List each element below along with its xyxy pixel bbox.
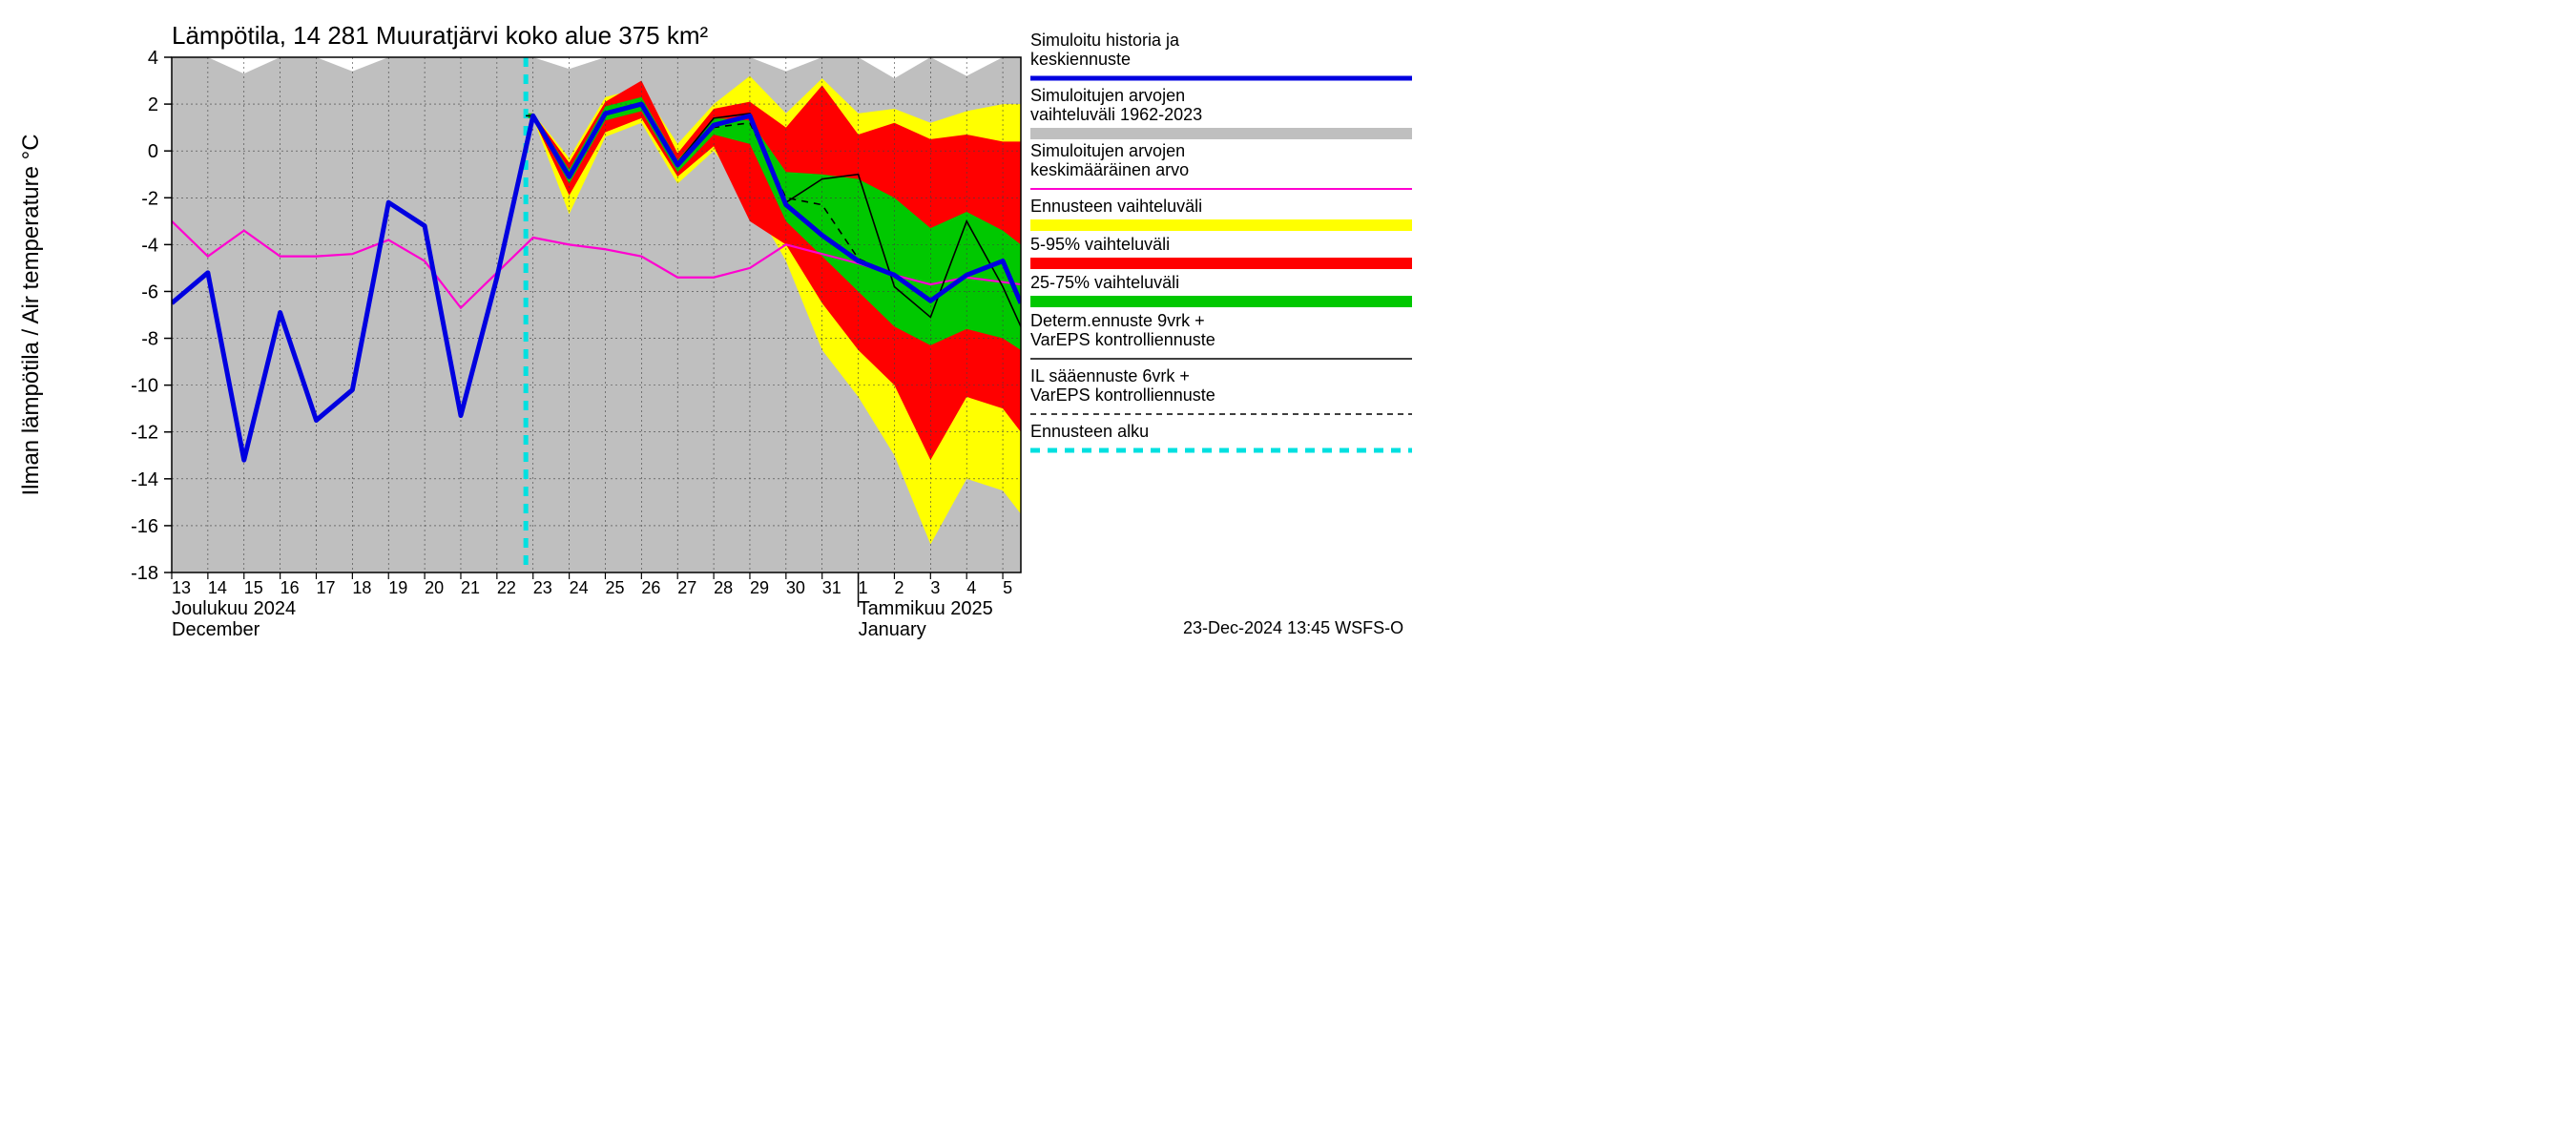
footer-timestamp: 23-Dec-2024 13:45 WSFS-O [1183, 618, 1403, 637]
month-label: December [172, 619, 260, 640]
xtick-label: 16 [280, 578, 300, 597]
legend-swatch [1030, 128, 1412, 139]
xtick-label: 13 [172, 578, 191, 597]
ytick-label: 2 [148, 94, 158, 115]
xtick-label: 28 [714, 578, 733, 597]
ytick-label: -18 [131, 563, 158, 584]
temperature-forecast-chart: 420-2-4-6-8-10-12-14-16-1813141516171819… [0, 0, 1431, 649]
legend-label: 25-75% vaihteluväli [1030, 273, 1179, 292]
month-label: Tammikuu 2025 [859, 598, 993, 619]
legend-label: VarEPS kontrolliennuste [1030, 385, 1215, 405]
xtick-label: 3 [930, 578, 940, 597]
ytick-label: -6 [141, 281, 158, 302]
legend-swatch [1030, 219, 1412, 231]
xtick-label: 21 [461, 578, 480, 597]
ytick-label: -2 [141, 188, 158, 209]
ytick-label: -4 [141, 235, 158, 256]
ytick-label: -14 [131, 469, 158, 490]
xtick-label: 30 [786, 578, 805, 597]
legend-label: IL sääennuste 6vrk + [1030, 366, 1190, 385]
legend-label: 5-95% vaihteluväli [1030, 235, 1170, 254]
xtick-label: 17 [316, 578, 335, 597]
xtick-label: 4 [966, 578, 976, 597]
chart-title: Lämpötila, 14 281 Muuratjärvi koko alue … [172, 21, 709, 50]
legend-label: keskimääräinen arvo [1030, 160, 1189, 179]
ytick-label: -12 [131, 423, 158, 444]
xtick-label: 2 [894, 578, 904, 597]
xtick-label: 29 [750, 578, 769, 597]
legend-label: Simuloitu historia ja [1030, 31, 1180, 50]
xtick-label: 26 [641, 578, 660, 597]
xtick-label: 14 [208, 578, 227, 597]
xtick-label: 20 [425, 578, 444, 597]
ytick-label: 4 [148, 48, 158, 69]
xtick-label: 18 [352, 578, 371, 597]
ytick-label: -10 [131, 376, 158, 397]
legend-swatch [1030, 258, 1412, 269]
legend-swatch [1030, 296, 1412, 307]
legend-label: Determ.ennuste 9vrk + [1030, 311, 1205, 330]
legend-label: Ennusteen vaihteluväli [1030, 197, 1202, 216]
xtick-label: 25 [605, 578, 624, 597]
xtick-label: 27 [677, 578, 696, 597]
xtick-label: 24 [570, 578, 589, 597]
ytick-label: -16 [131, 516, 158, 537]
y-axis-label: Ilman lämpötila / Air temperature °C [18, 134, 44, 495]
xtick-label: 5 [1003, 578, 1012, 597]
ytick-label: 0 [148, 141, 158, 162]
xtick-label: 22 [497, 578, 516, 597]
legend-label: vaihteluväli 1962-2023 [1030, 105, 1202, 124]
xtick-label: 23 [533, 578, 552, 597]
ytick-label: -8 [141, 329, 158, 350]
month-label: January [859, 619, 926, 640]
legend-label: Simuloitujen arvojen [1030, 86, 1185, 105]
legend-label: Simuloitujen arvojen [1030, 141, 1185, 160]
month-label: Joulukuu 2024 [172, 598, 296, 619]
xtick-label: 1 [859, 578, 868, 597]
xtick-label: 15 [244, 578, 263, 597]
legend-label: keskiennuste [1030, 50, 1131, 69]
xtick-label: 19 [388, 578, 407, 597]
legend-label: Ennusteen alku [1030, 422, 1149, 441]
legend-label: VarEPS kontrolliennuste [1030, 330, 1215, 349]
xtick-label: 31 [822, 578, 841, 597]
